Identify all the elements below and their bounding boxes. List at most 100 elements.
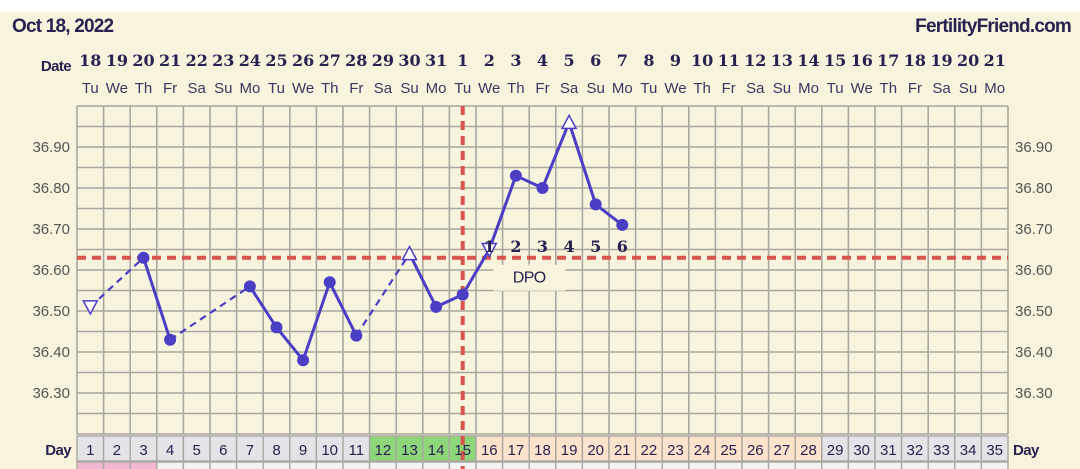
day-number: 14 <box>428 442 445 459</box>
y-tick-right: 36.70 <box>1015 221 1053 238</box>
date-number: 7 <box>617 51 628 70</box>
weekday: Fr <box>908 80 922 97</box>
date-number: 20 <box>957 51 979 70</box>
day-cell <box>475 435 504 462</box>
date-number: 31 <box>425 51 447 70</box>
period-cell <box>129 461 158 469</box>
day-number: 10 <box>321 442 338 459</box>
date-number: 22 <box>186 51 208 70</box>
temp-point-dot <box>243 280 256 293</box>
dpo-number: 1 <box>484 237 495 256</box>
weekday: Mo <box>426 80 447 97</box>
weekday: Th <box>321 80 339 97</box>
y-tick-left: 36.70 <box>32 221 70 238</box>
period-cell <box>794 461 823 469</box>
y-tick-right: 36.60 <box>1015 262 1053 279</box>
date-number: 3 <box>510 51 521 70</box>
date-label: Date <box>41 58 71 75</box>
day-cell <box>555 435 584 462</box>
weekday: Su <box>773 80 791 97</box>
weekday: Th <box>507 80 525 97</box>
weekday: Sa <box>374 80 393 97</box>
weekday: Mo <box>984 80 1005 97</box>
period-cell <box>501 461 530 469</box>
date-number: 13 <box>771 51 793 70</box>
period-cell <box>262 461 291 469</box>
period-cell <box>874 461 903 469</box>
series-segment-dashed <box>355 253 411 337</box>
weekday: Tu <box>640 80 657 97</box>
day-cell <box>794 435 823 462</box>
series-segment <box>567 121 598 205</box>
day-cell <box>767 435 796 462</box>
date-number: 24 <box>239 51 261 70</box>
date-number: 10 <box>691 51 713 70</box>
day-cell <box>980 435 1009 462</box>
weekday: Fr <box>722 80 736 97</box>
day-cell <box>156 435 185 462</box>
day-number: 18 <box>534 442 551 459</box>
day-number: 22 <box>641 442 658 459</box>
date-number: 5 <box>564 51 575 70</box>
y-tick-left: 36.30 <box>32 385 70 402</box>
weekday: Su <box>400 80 418 97</box>
period-cell <box>741 461 770 469</box>
day-cell <box>847 435 876 462</box>
weekday: Sa <box>746 80 765 97</box>
dpo-number: 5 <box>590 237 601 256</box>
brand-logo[interactable]: FertilityFriend.com <box>915 16 1072 37</box>
weekday: Th <box>135 80 153 97</box>
day-number: 31 <box>880 442 897 459</box>
period-cell <box>608 461 637 469</box>
weekday: Tu <box>454 80 471 97</box>
temp-point-dot <box>456 288 469 301</box>
weekday: Tu <box>82 80 99 97</box>
day-number: 29 <box>827 442 844 459</box>
period-cell <box>767 461 796 469</box>
period-cell <box>927 461 956 469</box>
weekday: We <box>664 80 686 97</box>
weekday: We <box>292 80 314 97</box>
temp-point-dot <box>430 300 443 313</box>
day-number: 16 <box>481 442 498 459</box>
dpo-number: 4 <box>564 237 575 256</box>
chart-date: Oct 18, 2022 <box>12 16 114 37</box>
day-number: 12 <box>375 442 392 459</box>
date-number: 28 <box>345 51 367 70</box>
y-tick-right: 36.30 <box>1015 385 1053 402</box>
day-cell <box>608 435 637 462</box>
date-number: 26 <box>292 51 314 70</box>
date-number: 21 <box>159 51 181 70</box>
y-tick-left: 36.80 <box>32 180 70 197</box>
day-cell <box>581 435 610 462</box>
date-number: 8 <box>643 51 654 70</box>
day-number: 17 <box>508 442 525 459</box>
period-cell <box>102 461 131 469</box>
temp-point-dot <box>616 218 629 231</box>
day-cell <box>714 435 743 462</box>
weekday: Mo <box>239 80 260 97</box>
weekday: Th <box>693 80 711 97</box>
weekday: Su <box>587 80 605 97</box>
date-number: 19 <box>106 51 128 70</box>
weekday: Su <box>214 80 232 97</box>
series-segment-dashed <box>169 285 251 341</box>
date-number: 15 <box>824 51 846 70</box>
period-cell <box>980 461 1009 469</box>
date-number: 20 <box>132 51 154 70</box>
dpo-number: 6 <box>617 237 628 256</box>
period-cell <box>235 461 264 469</box>
day-label-left: Day <box>45 442 72 459</box>
temp-point-open-triangle-up <box>560 113 578 130</box>
date-number: 6 <box>590 51 601 70</box>
day-number: 6 <box>219 442 227 459</box>
day-number: 5 <box>193 442 201 459</box>
series-segment <box>408 252 438 308</box>
period-cell <box>342 461 371 469</box>
day-number: 24 <box>694 442 711 459</box>
y-tick-left: 36.90 <box>32 139 70 156</box>
date-number: 23 <box>212 51 234 70</box>
day-cell <box>821 435 850 462</box>
period-cell <box>581 461 610 469</box>
day-number: 11 <box>349 442 365 459</box>
